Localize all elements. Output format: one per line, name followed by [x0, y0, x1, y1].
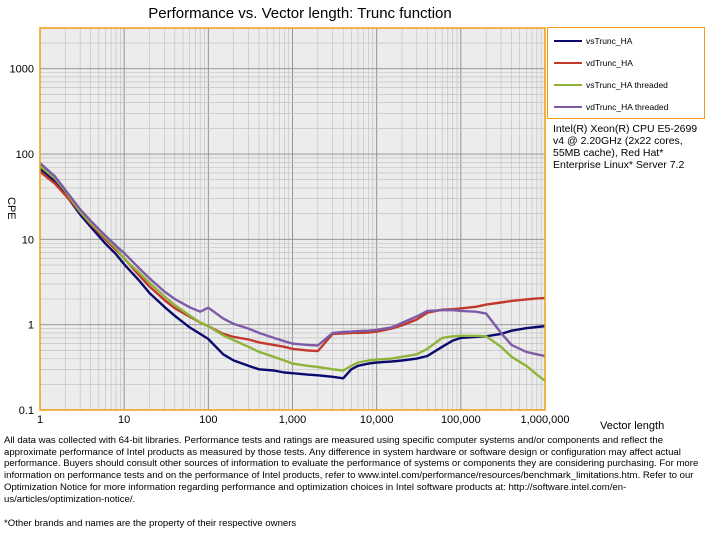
legend-swatch	[554, 40, 582, 42]
grid-lines	[39, 27, 545, 411]
trademark-note: *Other brands and names are the property…	[4, 518, 297, 529]
chart-title: Performance vs. Vector length: Trunc fun…	[148, 5, 452, 22]
series-line	[39, 165, 546, 382]
legend-item: vsTrunc_HA threaded	[554, 78, 668, 92]
x-tick-label: 100	[199, 414, 217, 426]
tick-labels: 1 10 100 1,000 10,000 100,000 1,000,0000.11101…	[10, 64, 570, 426]
disclaimer-footnote: All data was collected with 64-bit libra…	[4, 435, 699, 505]
x-tick-label: 10,000	[360, 414, 394, 426]
legend-label: vdTrunc_HA	[586, 58, 633, 68]
x-tick-label: 10	[118, 414, 130, 426]
plot-border	[39, 27, 546, 411]
legend-item: vsTrunc_HA	[554, 34, 632, 48]
x-tick-label: 100,000	[441, 414, 481, 426]
x-tick-label: 1,000	[279, 414, 307, 426]
series-line	[39, 167, 546, 380]
x-axis-label: Vector length	[600, 420, 664, 432]
legend-swatch	[554, 84, 582, 86]
y-tick-label: 0.1	[19, 405, 34, 417]
legend-item: vdTrunc_HA threaded	[554, 100, 668, 114]
legend-label: vsTrunc_HA	[586, 36, 633, 46]
y-tick-label: 1	[28, 320, 34, 332]
y-tick-label: 100	[16, 149, 34, 161]
y-tick-label: 10	[22, 234, 34, 246]
x-tick-label: 1,000,000	[521, 414, 570, 426]
y-tick-label: 1000	[10, 64, 34, 76]
legend: vsTrunc_HA vdTrunc_HA vsTrunc_HA threade…	[547, 27, 705, 119]
legend-item: vdTrunc_HA	[554, 56, 633, 70]
x-tick-label: 1	[37, 414, 43, 426]
y-axis-label: CPE	[5, 197, 17, 220]
legend-label: vsTrunc_HA threaded	[586, 80, 668, 90]
series-line	[39, 162, 546, 358]
legend-label: vdTrunc_HA threaded	[586, 102, 669, 112]
legend-swatch	[554, 106, 582, 108]
legend-swatch	[554, 62, 582, 64]
cpu-note: Intel(R) Xeon(R) CPU E5-2699 v4 @ 2.20GH…	[553, 123, 698, 171]
series-lines	[39, 162, 546, 382]
